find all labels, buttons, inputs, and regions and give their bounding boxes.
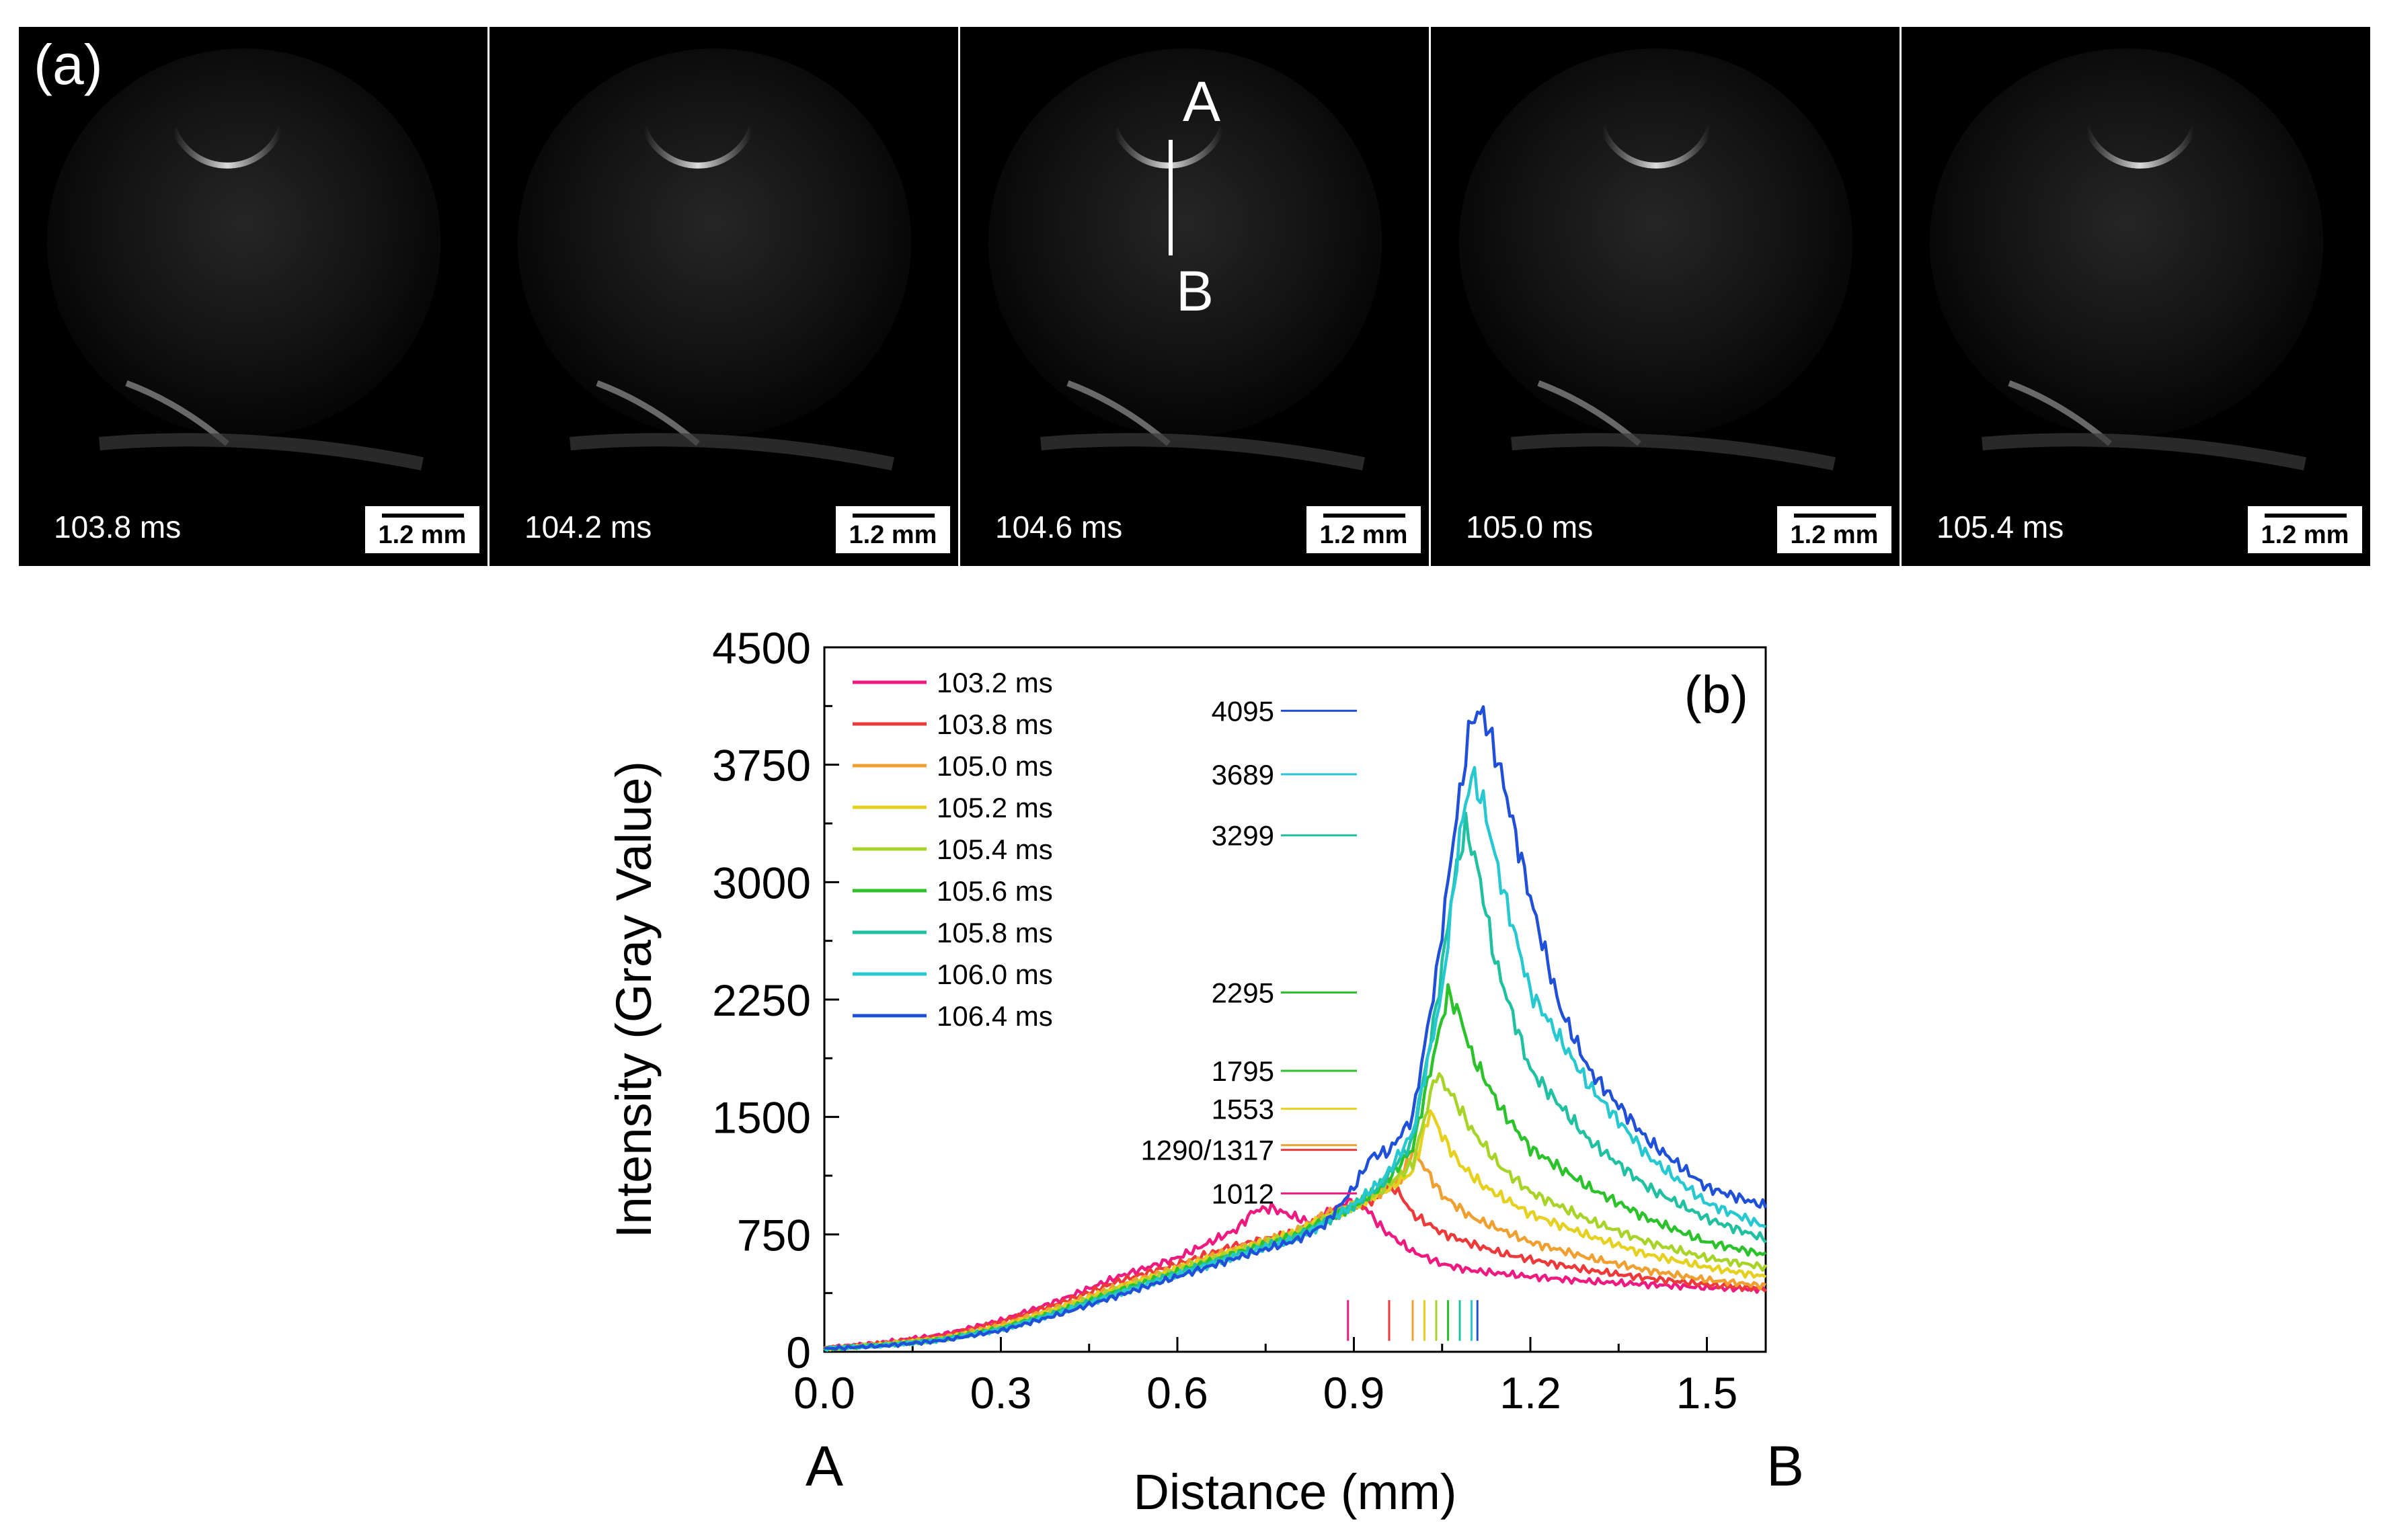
frame-time-label: 105.0 ms <box>1466 510 1593 544</box>
legend-label: 103.2 ms <box>937 667 1053 698</box>
scale-bar-label: 1.2 mm <box>2261 521 2349 549</box>
legend-item: 105.2 ms <box>853 792 1053 823</box>
x-tick-label: 0.3 <box>970 1368 1032 1418</box>
x-tick-label: 0.9 <box>1323 1368 1385 1418</box>
image-frame: 103.8 ms 1.2 mm <box>19 27 487 566</box>
legend-label: 105.8 ms <box>937 917 1053 948</box>
scale-bar: 1.2 mm <box>1306 506 1421 553</box>
legend-item: 106.4 ms <box>853 1000 1053 1032</box>
legend-label: 103.8 ms <box>937 708 1053 740</box>
peak-annotation-label: 1290/1317 <box>1140 1135 1274 1166</box>
peak-annotation-label: 1795 <box>1212 1055 1274 1087</box>
panel-b-label: (b) <box>1684 665 1748 724</box>
legend-item: 105.4 ms <box>853 834 1053 865</box>
scale-bar: 1.2 mm <box>1777 506 1891 553</box>
image-frame: 104.6 ms 1.2 mm A B <box>960 27 1429 566</box>
y-tick-label: 750 <box>737 1210 811 1260</box>
panel-a-image-strip: 103.8 ms 1.2 mm 104.2 ms 1.2 mm 104.6 ms 1.2 … <box>19 27 2370 566</box>
bright-arc <box>1599 126 1713 169</box>
frame-time-label: 105.4 ms <box>1936 510 2064 544</box>
legend-label: 105.6 ms <box>937 875 1053 907</box>
legend-label: 106.0 ms <box>937 959 1053 990</box>
peak-annotation-label: 4095 <box>1212 695 1274 727</box>
peak-annotation-label: 3299 <box>1212 820 1274 852</box>
line-end-label: B <box>1176 259 1214 323</box>
legend-item: 105.6 ms <box>853 875 1053 907</box>
y-tick-label: 1500 <box>712 1093 811 1143</box>
legend-item: 103.8 ms <box>853 708 1053 740</box>
panel-b-line-chart: 4095 3689 3299 2295 1795 1553 1290/1317 1012 10… <box>606 623 1804 1520</box>
y-tick-label: 3750 <box>712 741 811 791</box>
frame-time-label: 104.6 ms <box>995 510 1122 544</box>
peak-annotation-label: 2295 <box>1212 977 1274 1009</box>
scale-bar-label: 1.2 mm <box>849 521 937 549</box>
scale-bar-label: 1.2 mm <box>1320 521 1408 549</box>
scale-bar: 1.2 mm <box>836 506 950 553</box>
y-tick-label: 3000 <box>712 858 811 907</box>
legend-item: 105.0 ms <box>853 750 1053 782</box>
legend-item: 106.0 ms <box>853 959 1053 990</box>
x-start-label: A <box>806 1434 843 1498</box>
y-tick-label: 0 <box>786 1328 811 1377</box>
legend-item: 103.2 ms <box>853 667 1053 698</box>
image-frame: 105.4 ms 1.2 mm <box>1902 27 2370 566</box>
peak-annotation-label: 3689 <box>1212 759 1274 791</box>
series-line <box>823 983 1767 1352</box>
panel-a-label: (a) <box>34 33 103 96</box>
x-end-label: B <box>1766 1434 1804 1498</box>
legend-label: 106.4 ms <box>937 1000 1053 1032</box>
line-start-label: A <box>1183 70 1220 133</box>
legend-label: 105.4 ms <box>937 834 1053 865</box>
legend-label: 105.2 ms <box>937 792 1053 823</box>
x-tick-label: 1.5 <box>1676 1368 1738 1418</box>
legend-item: 105.8 ms <box>853 917 1053 948</box>
x-axis-title: Distance (mm) <box>1133 1464 1456 1520</box>
series-line <box>824 1148 1766 1351</box>
series-line <box>824 1197 1767 1350</box>
y-axis-title: Intensity (Gray Value) <box>606 761 662 1238</box>
peak-annotation-label: 1012 <box>1212 1178 1274 1209</box>
bright-arc <box>641 126 755 169</box>
series-line <box>824 705 1768 1351</box>
x-tick-label: 0.0 <box>793 1368 855 1418</box>
frame-time-label: 104.2 ms <box>524 510 652 544</box>
y-tick-label: 2250 <box>712 975 811 1025</box>
scale-bar: 1.2 mm <box>2248 506 2362 553</box>
peak-annotation-label: 1553 <box>1212 1093 1274 1125</box>
bright-arc <box>170 126 284 169</box>
x-tick-label: 0.6 <box>1146 1368 1208 1418</box>
legend-label: 105.0 ms <box>937 750 1053 782</box>
bright-arc <box>2083 126 2197 169</box>
image-frame: 105.0 ms 1.2 mm <box>1431 27 1900 566</box>
scale-bar-label: 1.2 mm <box>1791 521 1879 549</box>
frame-time-label: 103.8 ms <box>54 510 181 544</box>
scale-bar-label: 1.2 mm <box>379 521 467 549</box>
x-tick-label: 1.2 <box>1499 1368 1561 1418</box>
y-tick-label: 4500 <box>712 623 811 673</box>
scale-bar: 1.2 mm <box>365 506 479 553</box>
image-frame: 104.2 ms 1.2 mm <box>490 27 958 566</box>
